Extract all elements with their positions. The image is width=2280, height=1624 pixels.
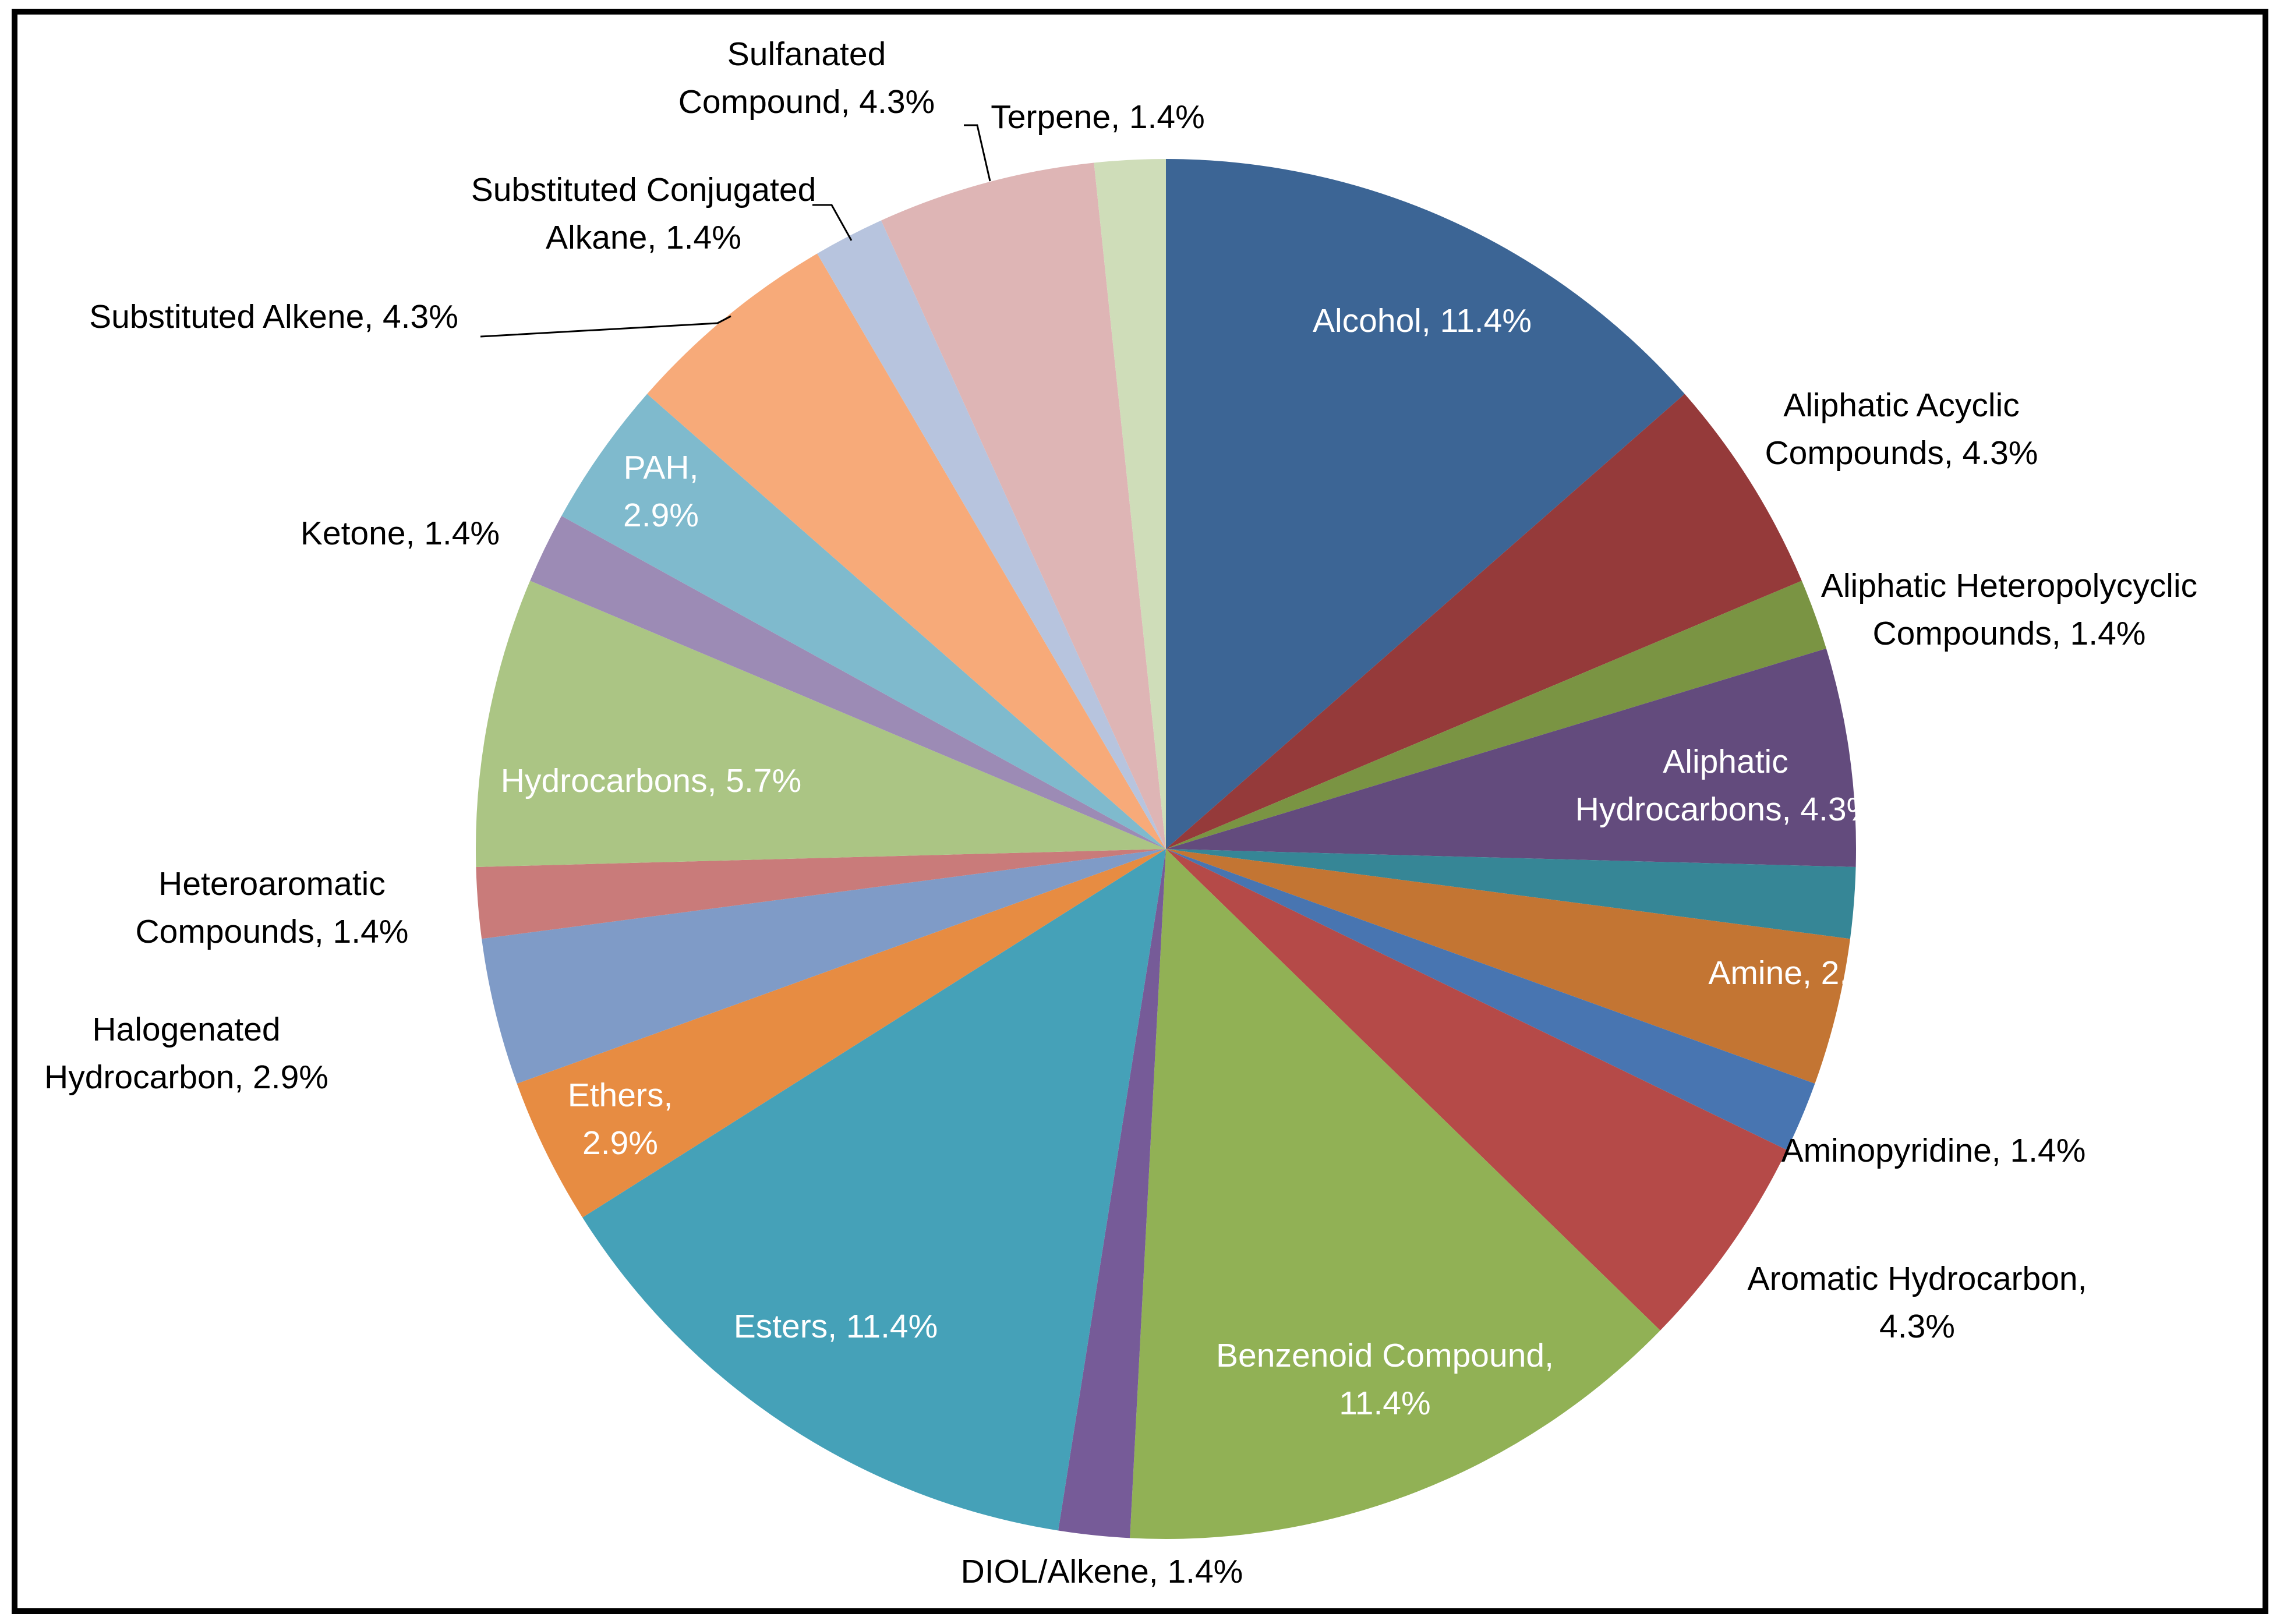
pie-slice (561, 394, 1166, 849)
slice-label: PAH, 2.9% (623, 449, 699, 534)
pie-slice (1166, 581, 1826, 849)
pie-slice (476, 849, 1166, 939)
slice-label: Aliphatic Acyclic Compounds, 4.3% (1765, 387, 2038, 472)
slice-label: Sulfanated Compound, 4.3% (678, 36, 935, 121)
pie-slice (517, 849, 1166, 1218)
slice-label: Terpene, 1.4% (991, 98, 1205, 136)
slice-label: Substituted Conjugated Alkane, 1.4% (471, 171, 816, 256)
slice-label: Heteroaromatic Compounds, 1.4% (136, 865, 409, 950)
pie-slice (1094, 159, 1166, 849)
pie-slice (582, 849, 1166, 1531)
slice-label: Ketone, 1.4% (301, 515, 500, 552)
pie-slice (1166, 849, 1850, 1084)
pie-slice (1166, 849, 1856, 939)
pie-slice (1166, 849, 1815, 1150)
slice-label: Substituted Alkene, 4.3% (89, 298, 458, 335)
chart-frame: Alcohol, 11.4% Aliphatic Acyclic Compounds… (12, 9, 2268, 1614)
leader-line (812, 204, 853, 241)
slice-label: DIOL/Alkene, 1.4% (961, 1553, 1243, 1590)
pie-slice (1130, 849, 1660, 1540)
leader-line (480, 315, 731, 338)
slice-label: Aliphatic Hydrocarbons, 4.3% (1575, 743, 1876, 828)
slice-label: Benzenoid Compound, 11.4% (1216, 1337, 1554, 1422)
labels-layer: Alcohol, 11.4% Aliphatic Acyclic Compounds… (44, 36, 2197, 1590)
slice-label: Esters, 11.4% (734, 1308, 938, 1345)
slice-label: Amine, 2.9% (1708, 954, 1896, 992)
pie-slice (1166, 849, 1787, 1331)
pie-slice (647, 253, 1166, 849)
pie-slice (1166, 394, 1802, 849)
pie-slice (1058, 849, 1166, 1538)
slice-label: Aminopyridine, 1.4% (1781, 1132, 2086, 1169)
pie-slice (482, 849, 1166, 1084)
pie-slice (475, 581, 1166, 867)
pie-slice (881, 162, 1166, 849)
slice-label: Aliphatic Heteropolycyclic Compounds, 1.4… (1821, 567, 2197, 652)
slice-label: Ethers, 2.9% (568, 1077, 673, 1162)
slice-label: Alcohol, 11.4% (1313, 302, 1532, 339)
pie-chart: Alcohol, 11.4% Aliphatic Acyclic Compounds… (44, 36, 2197, 1590)
slice-label: Aromatic Hydrocarbon, 4.3% (1748, 1260, 2087, 1345)
slices-layer (475, 159, 1856, 1540)
pie-slice (530, 516, 1166, 849)
slice-label: Hydrocarbons, 5.7% (501, 762, 801, 799)
pie-slice (1166, 159, 1685, 849)
slice-label: Halogenated Hydrocarbon, 2.9% (44, 1011, 328, 1096)
leader-line (964, 124, 991, 182)
pie-slice (817, 220, 1166, 849)
leader-lines-layer (480, 124, 991, 338)
pie-slice (1166, 648, 1856, 867)
